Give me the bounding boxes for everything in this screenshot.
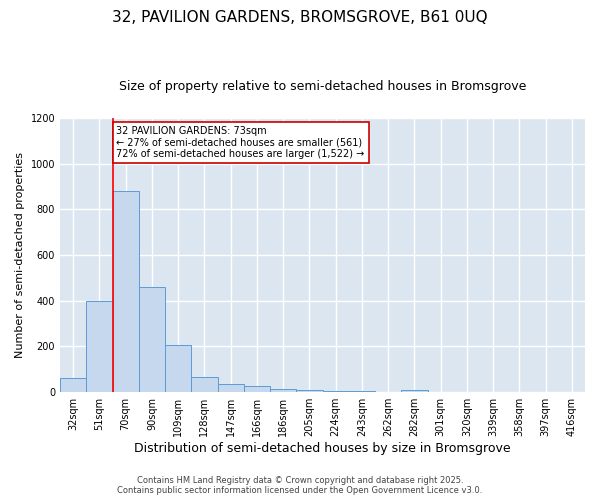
- Bar: [191, 378, 218, 392]
- Bar: [270, 389, 296, 392]
- Title: Size of property relative to semi-detached houses in Bromsgrove: Size of property relative to semi-detach…: [119, 80, 526, 93]
- Text: Contains HM Land Registry data © Crown copyright and database right 2025.
Contai: Contains HM Land Registry data © Crown c…: [118, 476, 482, 495]
- Text: 32 PAVILION GARDENS: 73sqm
← 27% of semi-detached houses are smaller (561)
72% o: 32 PAVILION GARDENS: 73sqm ← 27% of semi…: [116, 126, 365, 159]
- Bar: [349, 391, 375, 392]
- Bar: [323, 390, 349, 392]
- Bar: [113, 191, 139, 392]
- Bar: [218, 384, 244, 392]
- Text: 32, PAVILION GARDENS, BROMSGROVE, B61 0UQ: 32, PAVILION GARDENS, BROMSGROVE, B61 0U…: [112, 10, 488, 25]
- Bar: [60, 378, 86, 392]
- Bar: [139, 287, 165, 392]
- Bar: [165, 344, 191, 392]
- X-axis label: Distribution of semi-detached houses by size in Bromsgrove: Distribution of semi-detached houses by …: [134, 442, 511, 455]
- Bar: [86, 300, 113, 392]
- Y-axis label: Number of semi-detached properties: Number of semi-detached properties: [15, 152, 25, 358]
- Bar: [401, 390, 428, 392]
- Bar: [296, 390, 323, 392]
- Bar: [244, 386, 270, 392]
